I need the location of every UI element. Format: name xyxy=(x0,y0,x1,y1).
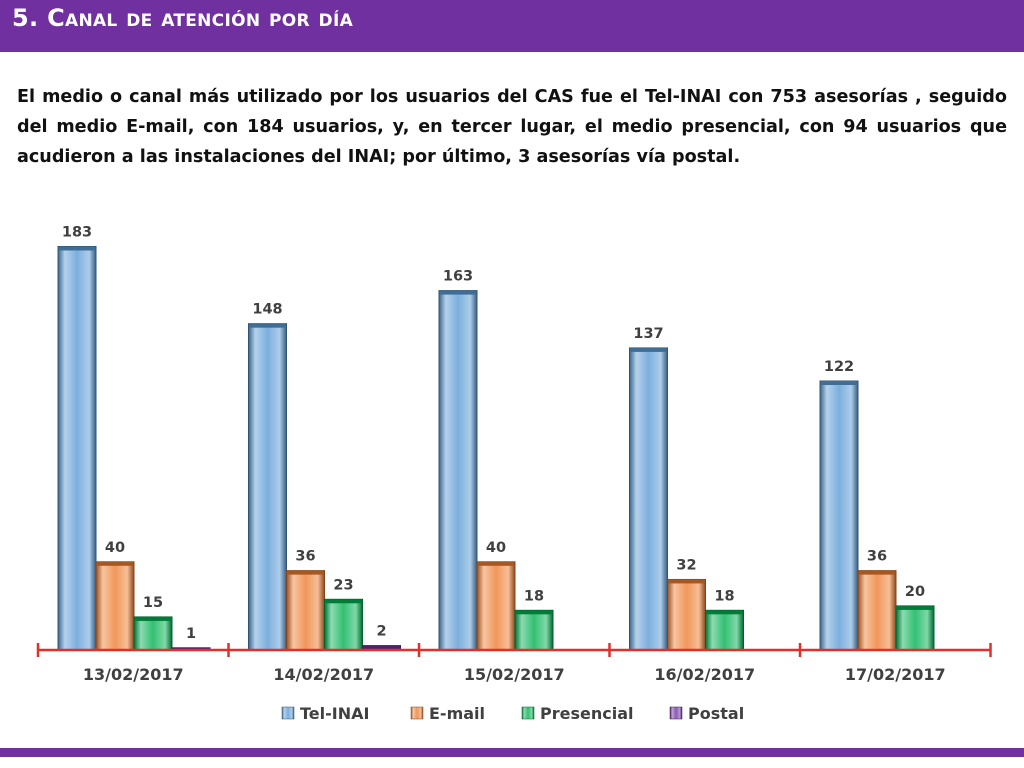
data-label-postal-1: 1 xyxy=(186,626,196,642)
legend-swatch-e-mail xyxy=(410,706,424,720)
bar-top-presencial-5 xyxy=(897,605,933,610)
data-label-e-mail-4: 32 xyxy=(676,557,696,573)
bar-presencial-1 xyxy=(133,616,173,651)
data-label-e-mail-5: 36 xyxy=(867,549,887,565)
bar-top-e-mail-5 xyxy=(859,570,895,575)
data-label-presencial-1: 15 xyxy=(143,595,163,611)
bar-tel-inai-2 xyxy=(248,323,287,651)
bar-e-mail-4 xyxy=(667,578,706,651)
legend-swatch-postal xyxy=(669,706,683,720)
x-tick-label-5: 17/02/2017 xyxy=(845,665,946,684)
data-labels-layer: 183 40 15 1 148 36 23 2 163 40 18 137 32 18 122 36 20 xyxy=(62,224,925,641)
bar-chart: 183 40 15 1 148 36 23 2 163 40 18 137 32 18 122 36 20 13… xyxy=(36,224,992,723)
data-label-tel-inai-4: 137 xyxy=(633,326,663,342)
data-label-tel-inai-3: 163 xyxy=(443,269,473,285)
bar-presencial-3 xyxy=(514,609,554,651)
bar-top-e-mail-3 xyxy=(478,561,514,566)
data-label-presencial-2: 23 xyxy=(333,577,353,593)
x-tick-label-3: 15/02/2017 xyxy=(464,665,565,684)
x-axis: 13/02/2017 14/02/2017 15/02/2017 16/02/2017… xyxy=(36,643,992,684)
data-label-presencial-5: 20 xyxy=(905,584,925,600)
data-label-presencial-3: 18 xyxy=(524,588,544,604)
bar-tel-inai-3 xyxy=(438,290,478,651)
bar-tel-inai-4 xyxy=(629,347,668,651)
bar-e-mail-2 xyxy=(286,570,325,651)
bar-tel-inai-1 xyxy=(57,245,97,651)
bar-top-tel-inai-2 xyxy=(249,323,286,328)
bars-layer xyxy=(57,245,935,651)
x-tick-label-1: 13/02/2017 xyxy=(83,665,184,684)
data-label-postal-2: 2 xyxy=(376,624,386,640)
x-tick-label-4: 16/02/2017 xyxy=(654,665,755,684)
x-tick-label-2: 14/02/2017 xyxy=(273,665,374,684)
bar-e-mail-5 xyxy=(857,570,897,651)
bar-top-tel-inai-4 xyxy=(630,347,667,352)
bar-presencial-4 xyxy=(705,609,744,651)
legend-swatch-presencial xyxy=(521,706,535,720)
legend-label-postal: Postal xyxy=(688,704,744,723)
bar-top-tel-inai-5 xyxy=(821,380,857,385)
data-label-e-mail-2: 36 xyxy=(295,549,315,565)
slide-title: 5. Canal de atención por día xyxy=(12,4,354,32)
data-label-e-mail-1: 40 xyxy=(105,540,125,556)
bar-top-e-mail-4 xyxy=(668,579,705,584)
legend: Tel-INAI E-mail Presencial Postal xyxy=(281,704,744,723)
bar-top-presencial-1 xyxy=(135,616,171,621)
data-label-tel-inai-2: 148 xyxy=(252,302,282,318)
legend-swatch-tel-inai xyxy=(281,706,295,720)
legend-label-e-mail: E-mail xyxy=(429,704,485,723)
bar-top-e-mail-2 xyxy=(287,570,324,575)
bar-presencial-5 xyxy=(895,605,935,651)
bar-top-tel-inai-1 xyxy=(59,246,95,251)
bar-top-tel-inai-3 xyxy=(440,290,476,295)
data-label-e-mail-3: 40 xyxy=(486,540,506,556)
data-label-tel-inai-1: 183 xyxy=(62,224,92,240)
data-label-presencial-4: 18 xyxy=(714,588,734,604)
bar-top-postal-2 xyxy=(363,645,400,650)
summary-paragraph: El medio o canal más utilizado por los u… xyxy=(17,87,1007,167)
title-bar: 5. Canal de atención por día xyxy=(0,0,1024,52)
bar-top-e-mail-1 xyxy=(97,561,133,566)
footer-bar xyxy=(0,748,1024,757)
bar-top-presencial-3 xyxy=(516,610,552,615)
bar-top-presencial-2 xyxy=(325,599,362,604)
data-label-tel-inai-5: 122 xyxy=(824,359,854,375)
bar-e-mail-3 xyxy=(476,561,516,651)
legend-label-tel-inai: Tel-INAI xyxy=(300,704,369,723)
bar-tel-inai-5 xyxy=(819,380,859,651)
bar-top-presencial-4 xyxy=(706,610,743,615)
bar-e-mail-1 xyxy=(95,561,135,651)
legend-label-presencial: Presencial xyxy=(540,704,633,723)
bar-presencial-2 xyxy=(324,598,363,651)
